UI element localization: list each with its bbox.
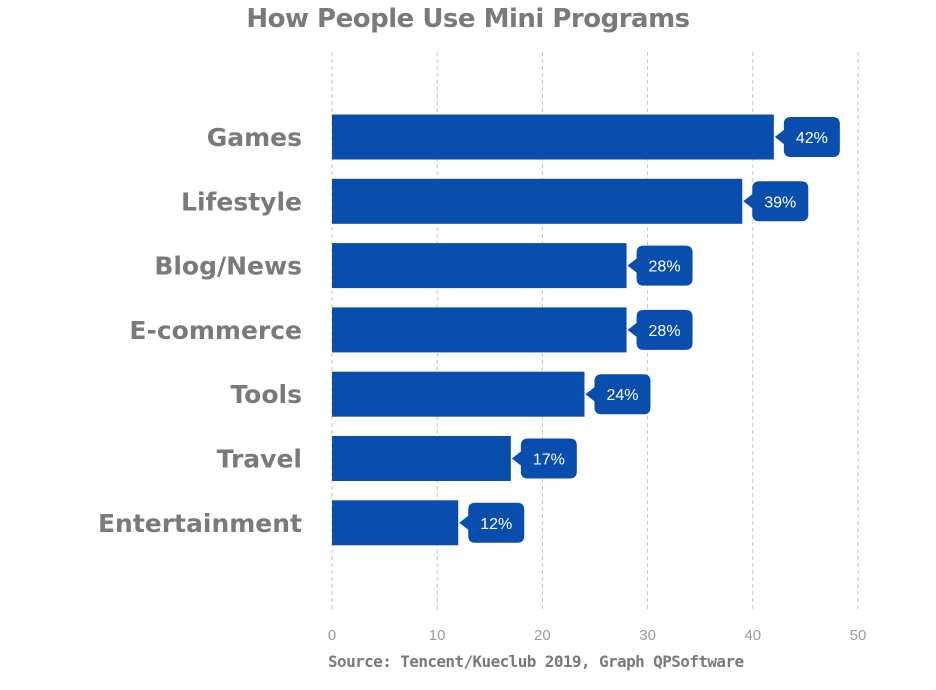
data-label-bubble bbox=[743, 181, 809, 222]
data-label-bubble bbox=[459, 502, 525, 543]
data-label: 39% bbox=[764, 194, 796, 211]
category-label: Lifestyle bbox=[181, 187, 302, 216]
x-tick-label-50: 50 bbox=[850, 627, 867, 644]
category-label: Blog/News bbox=[154, 252, 302, 281]
data-label-bubble bbox=[511, 438, 577, 479]
category-label: Tools bbox=[230, 380, 302, 409]
bar-lifestyle bbox=[332, 178, 743, 224]
bar-entertainment bbox=[332, 500, 459, 546]
data-label-bubble bbox=[627, 309, 693, 350]
x-tick-label-30: 30 bbox=[639, 627, 656, 644]
category-label: Travel bbox=[217, 445, 302, 474]
data-label-bubble bbox=[627, 245, 693, 286]
data-label: 12% bbox=[480, 516, 512, 533]
bar-blog-news bbox=[332, 243, 627, 289]
chart-source: Source: Tencent/Kueclub 2019, Graph QPSo… bbox=[328, 652, 744, 671]
category-label: Entertainment bbox=[98, 509, 302, 538]
x-tick-label-20: 20 bbox=[534, 627, 551, 644]
data-label-bubble bbox=[585, 374, 651, 415]
bar-travel bbox=[332, 436, 511, 481]
bar-games bbox=[332, 114, 774, 160]
data-label: 42% bbox=[796, 130, 828, 147]
data-label: 24% bbox=[606, 387, 638, 404]
category-label: Games bbox=[207, 123, 302, 152]
chart-title: How People Use Mini Programs bbox=[246, 4, 690, 34]
bar-e-commerce bbox=[332, 307, 627, 353]
data-label: 28% bbox=[649, 259, 681, 276]
bar-tools bbox=[332, 371, 585, 417]
x-tick-label-10: 10 bbox=[429, 627, 446, 644]
x-tick-label-0: 0 bbox=[328, 627, 336, 644]
data-label-bubble bbox=[774, 117, 840, 157]
x-tick-label-40: 40 bbox=[744, 627, 761, 644]
data-label: 28% bbox=[649, 323, 681, 340]
data-label: 17% bbox=[533, 452, 565, 469]
category-label: E-commerce bbox=[129, 316, 302, 345]
